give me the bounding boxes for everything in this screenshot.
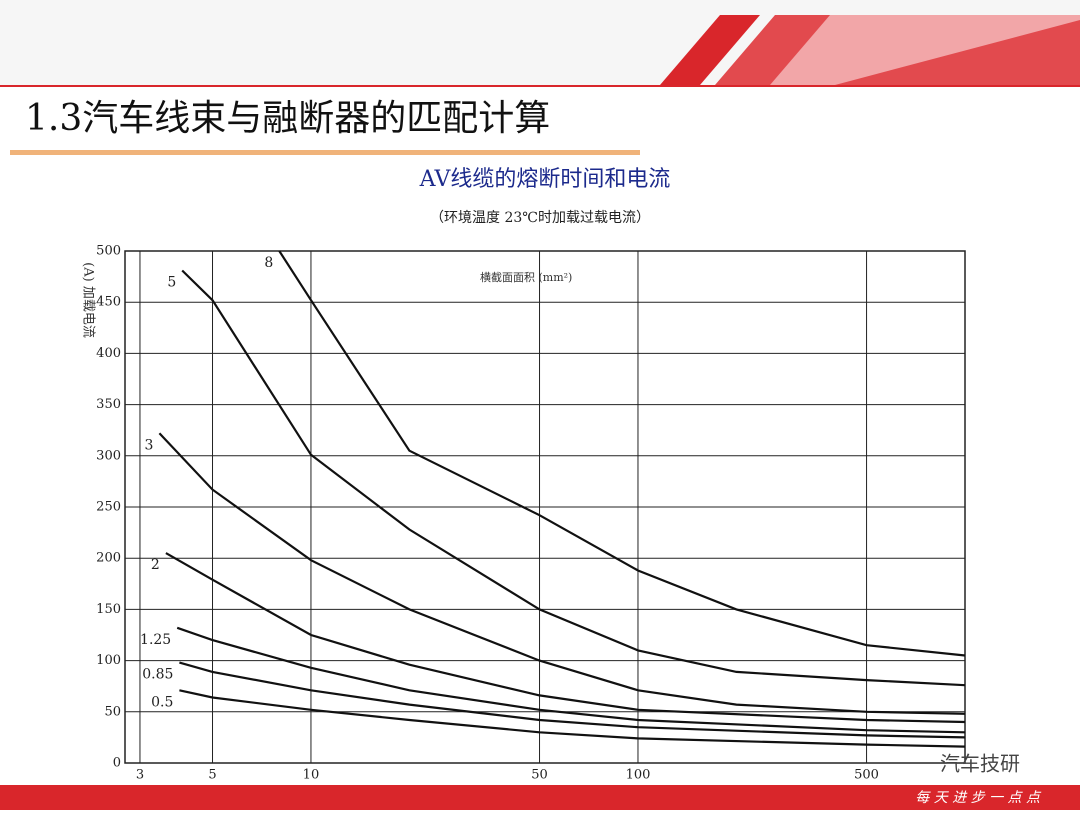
stripe xyxy=(770,15,1080,85)
curve xyxy=(176,626,966,734)
title-underline xyxy=(10,150,640,155)
curve xyxy=(181,269,966,687)
y-tick-label: 350 xyxy=(96,397,121,412)
curve xyxy=(179,689,966,748)
chart-subtitle: （环境温度 23℃时加载过载电流） xyxy=(430,210,650,226)
y-tick-label: 300 xyxy=(96,448,121,463)
annotation: 横截面面积 (mm²) xyxy=(480,270,572,284)
curve xyxy=(278,250,966,657)
curve-label: 2 xyxy=(151,557,160,573)
curve-label: 8 xyxy=(264,255,273,271)
x-tick-label: 10 xyxy=(303,768,320,783)
x-tick-label: 50 xyxy=(531,768,548,783)
slide-title: 1.3汽车线束与融断器的匹配计算 xyxy=(25,98,550,139)
x-tick-label: 5 xyxy=(208,768,216,783)
y-tick-label: 250 xyxy=(96,500,121,515)
y-tick-label: 0 xyxy=(113,756,121,771)
y-tick-label: 400 xyxy=(96,346,121,361)
y-tick-label: 150 xyxy=(96,602,121,617)
x-tick-label: 3 xyxy=(136,768,144,783)
curve-label: 1.25 xyxy=(140,632,171,648)
chart-title: AV线缆的熔断时间和电流 xyxy=(419,167,671,192)
y-tick-label: 450 xyxy=(96,295,121,310)
curve xyxy=(158,432,966,715)
y-tick-label: 500 xyxy=(96,244,121,259)
y-tick-label: 200 xyxy=(96,551,121,566)
watermark: 汽车技研 xyxy=(940,752,1020,776)
y-tick-label: 100 xyxy=(96,653,121,668)
footer-band xyxy=(0,785,1080,810)
curve xyxy=(165,552,966,724)
plot: 0 50 100 150 200 250 300 350 400 450 500 3 5 10 50 100 5… xyxy=(96,244,966,783)
y-tick-label: 50 xyxy=(104,704,121,719)
x-tick-label: 500 xyxy=(854,768,879,783)
curve-label: 3 xyxy=(144,437,153,453)
stripe xyxy=(660,15,760,85)
y-axis-label: (A) 加载电流 xyxy=(81,262,96,338)
curve-label: 5 xyxy=(167,274,176,290)
curve xyxy=(179,661,966,739)
curve-label: 0.85 xyxy=(142,667,173,683)
footer-text: 每 天 进 步 一 点 点 xyxy=(915,790,1042,806)
curve-label: 0.5 xyxy=(151,694,173,710)
x-tick-label: 100 xyxy=(626,768,651,783)
